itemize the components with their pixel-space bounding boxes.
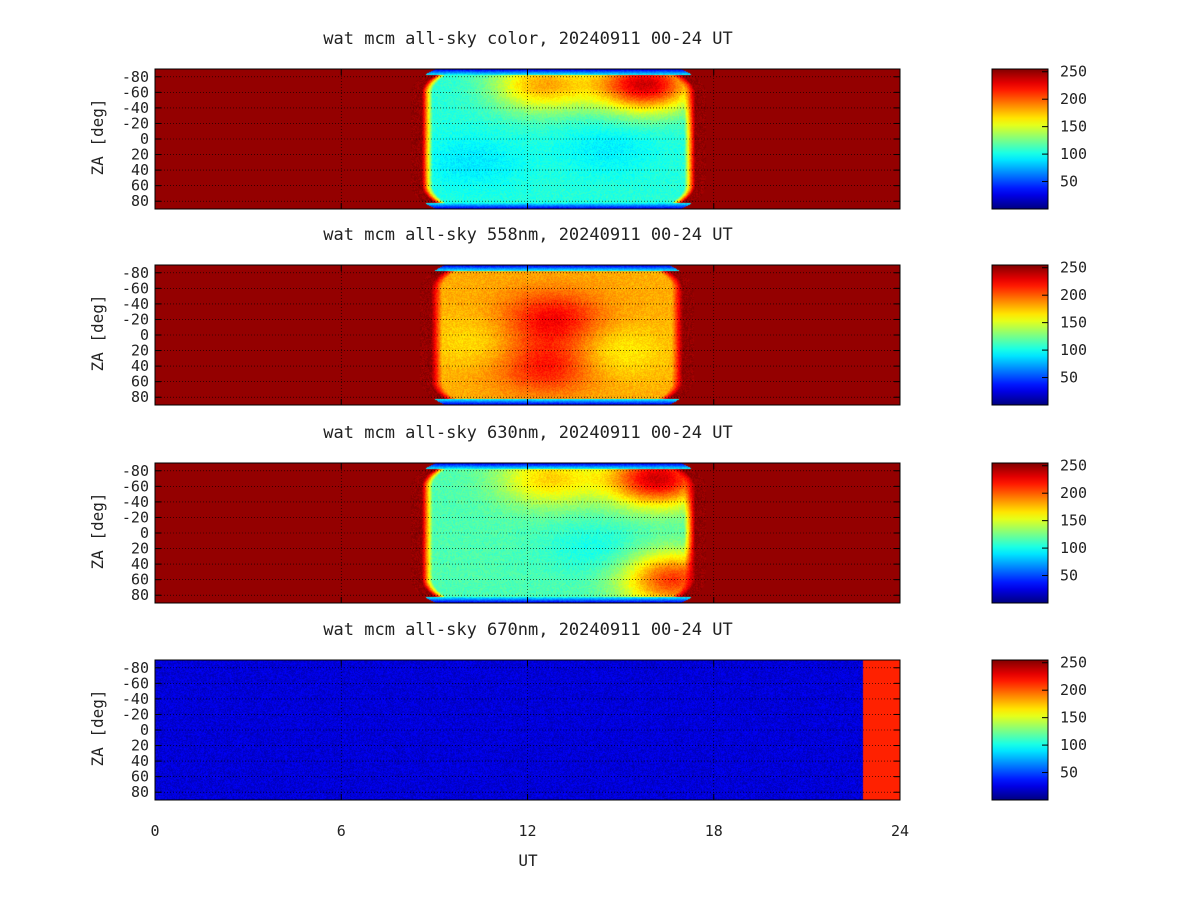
y-tick-label: 40	[131, 161, 149, 179]
colorbar-tick-label: 100	[1060, 145, 1087, 163]
panel-title: wat mcm all-sky 630nm, 20240911 00-24 UT	[323, 423, 732, 443]
colorbar-tick-label: 200	[1060, 484, 1087, 502]
y-tick-label: 0	[140, 721, 149, 739]
y-tick-label: 60	[131, 768, 149, 786]
y-tick-label: 0	[140, 326, 149, 344]
x-tick-label: 6	[337, 822, 346, 840]
y-tick-label: 40	[131, 357, 149, 375]
y-tick-label: -20	[122, 705, 149, 723]
panel-3: wat mcm all-sky 630nm, 20240911 00-24 UT…	[88, 423, 1087, 604]
y-tick-label: 80	[131, 783, 149, 801]
y-tick-label: 20	[131, 737, 149, 755]
y-tick-label: -80	[122, 462, 149, 480]
colorbar-tick-label: 250	[1060, 457, 1087, 475]
colorbar-tick-label: 250	[1060, 63, 1087, 81]
y-tick-label: 0	[140, 524, 149, 542]
y-axis-label: ZA [deg]	[88, 98, 107, 175]
colorbar-tick-label: 250	[1060, 654, 1087, 672]
y-tick-label: -80	[122, 264, 149, 282]
y-axis-label: ZA [deg]	[88, 294, 107, 371]
y-tick-label: -60	[122, 674, 149, 692]
y-axis-label: ZA [deg]	[88, 689, 107, 766]
y-tick-label: 20	[131, 342, 149, 360]
y-tick-label: -40	[122, 99, 149, 117]
y-tick-label: 60	[131, 373, 149, 391]
colorbar-tick-label: 150	[1060, 709, 1087, 727]
y-tick-label: -60	[122, 279, 149, 297]
colorbar-tick-label: 200	[1060, 286, 1087, 304]
colorbar-tick-label: 150	[1060, 118, 1087, 136]
y-tick-label: -80	[122, 659, 149, 677]
x-tick-label: 12	[518, 822, 536, 840]
colorbar-tick-label: 250	[1060, 259, 1087, 277]
panel-1: wat mcm all-sky color, 20240911 00-24 UT…	[88, 29, 1087, 210]
colorbar-tick-label: 100	[1060, 341, 1087, 359]
panels: wat mcm all-sky color, 20240911 00-24 UT…	[88, 29, 1087, 840]
colorbar-tick-label: 50	[1060, 173, 1078, 191]
panel-title: wat mcm all-sky color, 20240911 00-24 UT	[323, 29, 732, 49]
y-tick-label: -60	[122, 83, 149, 101]
y-axis-label: ZA [deg]	[88, 492, 107, 569]
colorbar-tick-label: 150	[1060, 314, 1087, 332]
colorbar-tick-label: 100	[1060, 736, 1087, 754]
colorbar-tick-label: 200	[1060, 681, 1087, 699]
x-tick-label: 0	[150, 822, 159, 840]
y-tick-label: -60	[122, 477, 149, 495]
y-tick-label: 20	[131, 146, 149, 164]
y-tick-label: 40	[131, 752, 149, 770]
y-tick-label: -40	[122, 295, 149, 313]
x-tick-label: 24	[891, 822, 909, 840]
colorbar-tick-label: 150	[1060, 512, 1087, 530]
y-tick-label: -20	[122, 310, 149, 328]
colorbar-tick-label: 50	[1060, 567, 1078, 585]
colorbar-tick-label: 200	[1060, 90, 1087, 108]
colorbar	[991, 264, 1049, 406]
y-tick-label: -20	[122, 508, 149, 526]
colorbar-tick-label: 100	[1060, 539, 1087, 557]
y-tick-label: 20	[131, 540, 149, 558]
y-tick-label: 40	[131, 555, 149, 573]
y-tick-label: 60	[131, 177, 149, 195]
x-axis-label: UT	[518, 851, 538, 870]
y-tick-label: 80	[131, 192, 149, 210]
colorbar	[991, 659, 1049, 801]
y-tick-label: 0	[140, 130, 149, 148]
panel-4: wat mcm all-sky 670nm, 20240911 00-24 UT…	[88, 620, 1087, 840]
panel-2: wat mcm all-sky 558nm, 20240911 00-24 UT…	[88, 225, 1087, 406]
y-tick-label: -20	[122, 114, 149, 132]
y-tick-label: -80	[122, 68, 149, 86]
y-tick-label: -40	[122, 690, 149, 708]
y-tick-label: -40	[122, 493, 149, 511]
colorbar	[991, 462, 1049, 604]
y-tick-label: 80	[131, 586, 149, 604]
colorbar	[991, 68, 1049, 210]
colorbar-tick-label: 50	[1060, 764, 1078, 782]
x-tick-label: 18	[705, 822, 723, 840]
panel-title: wat mcm all-sky 558nm, 20240911 00-24 UT	[323, 225, 732, 245]
panel-title: wat mcm all-sky 670nm, 20240911 00-24 UT	[323, 620, 732, 640]
y-tick-label: 60	[131, 571, 149, 589]
y-tick-label: 80	[131, 388, 149, 406]
colorbar-tick-label: 50	[1060, 369, 1078, 387]
